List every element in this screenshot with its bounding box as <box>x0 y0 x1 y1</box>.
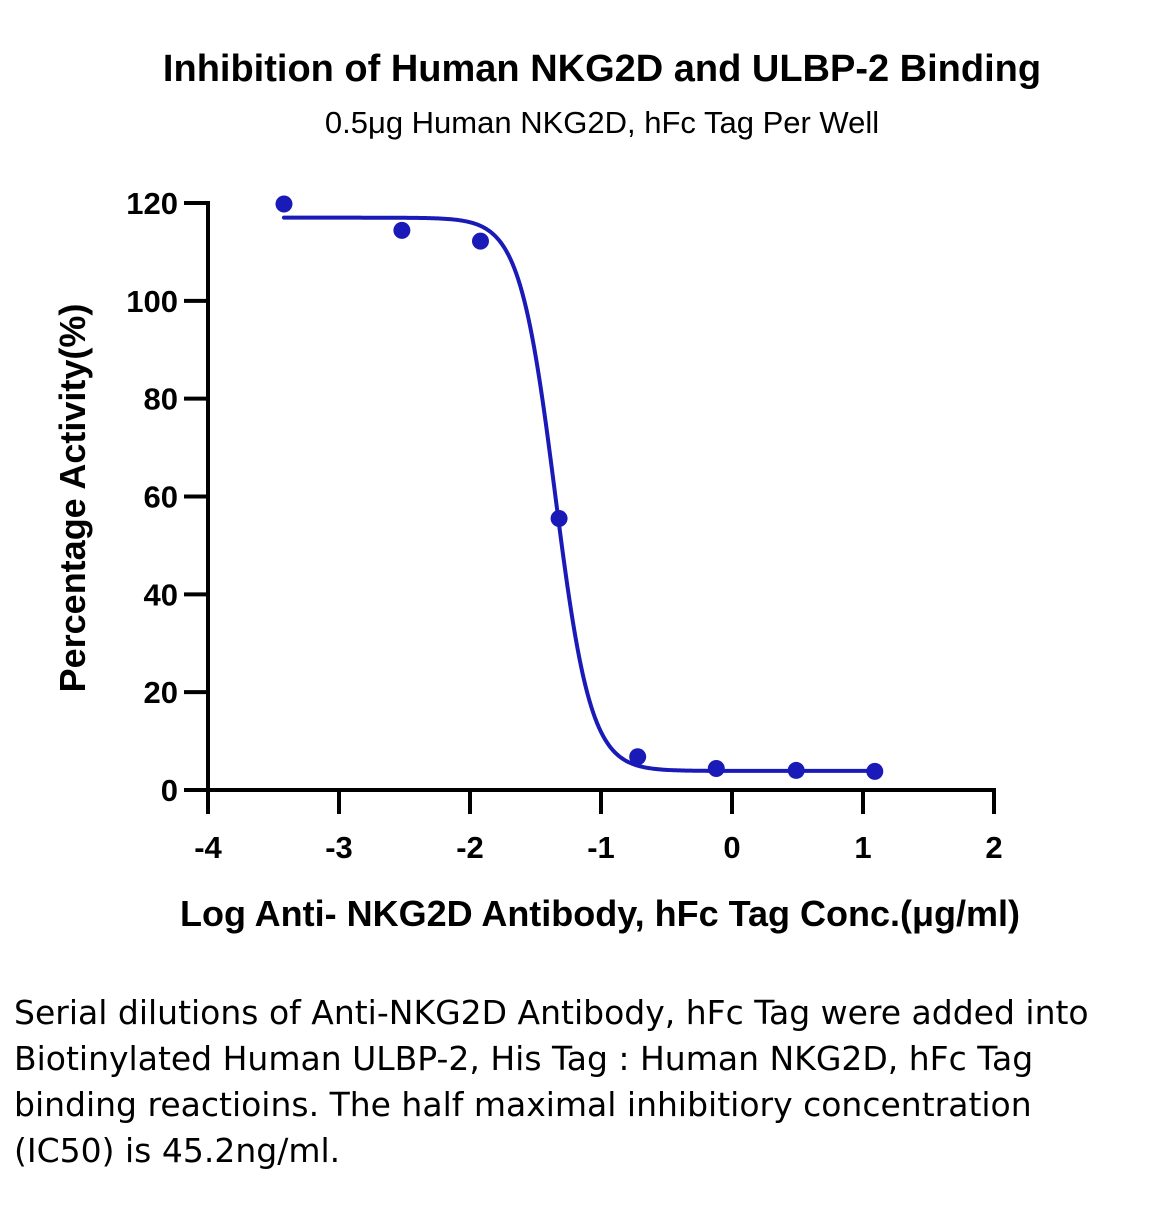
axes: 0 20 40 60 80 100 120 -4 -3 -2 -1 0 1 2 <box>126 186 1002 865</box>
y-tick-label: 20 <box>144 675 178 710</box>
x-axis-label: Log Anti- NKG2D Antibody, hFc Tag Conc.(… <box>180 893 1020 934</box>
x-tick-label: -4 <box>194 830 222 865</box>
figure-caption: Serial dilutions of Anti-NKG2D Antibody,… <box>14 993 1089 1170</box>
data-point <box>629 748 647 766</box>
y-tick-label: 80 <box>144 382 178 417</box>
y-tick-label: 60 <box>144 480 178 515</box>
y-tick-label: 100 <box>126 284 178 319</box>
chart-plot: 0 20 40 60 80 100 120 -4 -3 -2 -1 0 1 2 Percentage Ac… <box>52 186 1020 934</box>
y-tick-label: 120 <box>126 186 178 221</box>
x-tick-label: -3 <box>325 830 353 865</box>
x-tick-label: 0 <box>723 830 740 865</box>
data-points <box>275 195 884 780</box>
fit-curve <box>281 215 877 773</box>
data-point <box>393 221 411 239</box>
y-tick-label: 0 <box>161 773 178 808</box>
data-point <box>866 762 884 780</box>
chart-title: Inhibition of Human NKG2D and ULBP-2 Bin… <box>162 48 1042 90</box>
data-point <box>471 232 489 250</box>
data-point <box>707 759 725 777</box>
x-tick-label: 1 <box>854 830 871 865</box>
chart-subtitle: 0.5μg Human NKG2D, hFc Tag Per Well <box>324 105 880 140</box>
y-tick-label: 40 <box>144 577 178 612</box>
x-tick-label: 2 <box>985 830 1002 865</box>
data-point <box>550 510 568 528</box>
data-point <box>275 195 293 213</box>
x-tick-label: -1 <box>587 830 615 865</box>
x-tick-label: -2 <box>456 830 484 865</box>
data-point <box>787 761 805 779</box>
y-axis-label: Percentage Activity(%) <box>52 304 93 693</box>
